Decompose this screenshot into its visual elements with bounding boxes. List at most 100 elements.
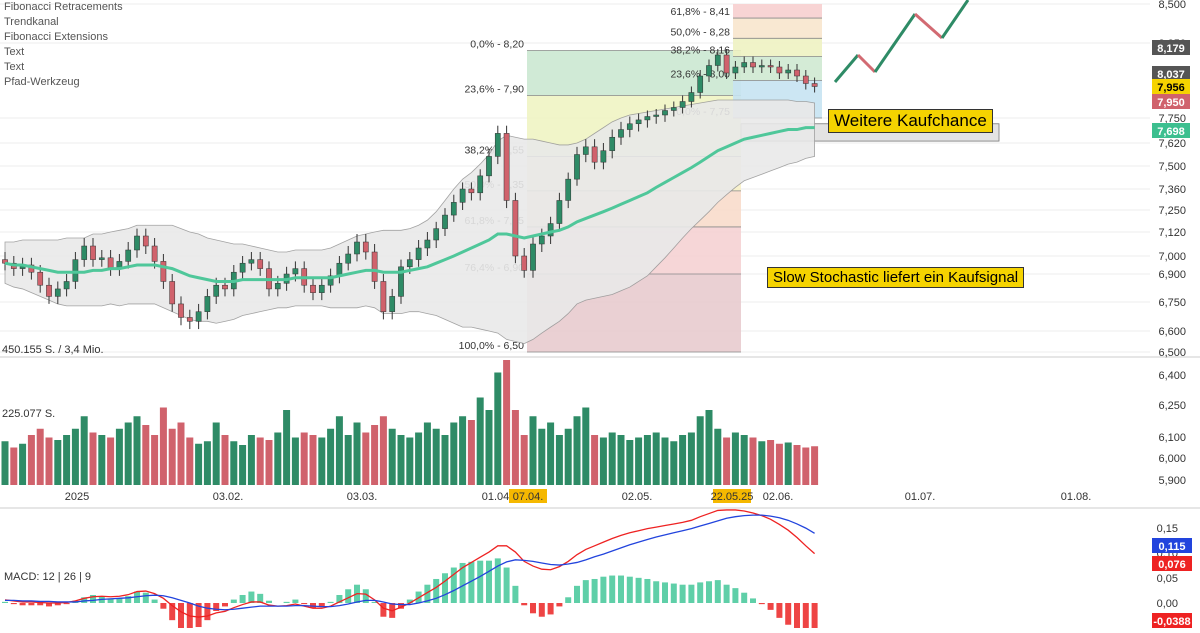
annotation-kaufchance[interactable]: Weitere Kaufchance <box>828 109 993 133</box>
macd-tick-label: 0,15 <box>1157 523 1178 535</box>
volume-bar <box>274 433 281 486</box>
macd-histogram-bar <box>609 576 615 603</box>
candle-body <box>55 289 60 296</box>
volume-bar <box>327 429 334 485</box>
macd-histogram-bar <box>688 585 694 603</box>
macd-histogram-bar <box>231 600 237 603</box>
volume-bar <box>653 433 660 486</box>
volume-bar <box>345 435 352 485</box>
candle-body <box>82 246 87 260</box>
macd-histogram-bar <box>380 603 386 617</box>
macd-histogram-bar <box>706 581 712 603</box>
macd-histogram-bar <box>539 603 545 617</box>
volume-bar <box>301 433 308 486</box>
macd-histogram-bar <box>152 600 158 603</box>
macd-histogram-bar <box>680 585 686 603</box>
macd-histogram-bar <box>759 603 765 604</box>
candle-body <box>777 67 782 73</box>
tool-item[interactable]: Fibonacci Extensions <box>4 30 123 45</box>
macd-histogram-bar <box>653 581 659 603</box>
volume-bar <box>257 438 264 486</box>
volume-bar <box>213 423 220 486</box>
macd-histogram-bar <box>776 603 782 618</box>
candle-body <box>610 137 615 150</box>
macd-tag-label: -0,0388 <box>1153 616 1190 628</box>
candle-body <box>680 102 685 108</box>
macd-label: MACD: 12 | 26 | 9 <box>4 571 91 583</box>
macd-histogram-bar <box>143 593 149 603</box>
tool-item[interactable]: Trendkanal <box>4 15 123 30</box>
candle-body <box>460 189 465 202</box>
candle-body <box>187 317 192 321</box>
volume-bar <box>450 423 457 486</box>
volume-bar <box>283 410 290 485</box>
macd-histogram-bar <box>284 602 290 603</box>
volume-bar <box>389 429 396 485</box>
x-axis-label: 07.04. <box>513 491 544 503</box>
macd-tag-label: 0,115 <box>1159 541 1186 553</box>
macd-histogram-bar <box>583 580 589 603</box>
fib-extension-zone <box>733 4 822 18</box>
volume-bar <box>741 435 748 485</box>
volume-bar <box>556 435 563 485</box>
volume-bar <box>46 438 53 486</box>
volume-tick-label: 6,100 <box>1158 432 1186 444</box>
candle-body <box>258 260 263 269</box>
annotation-stochastic[interactable]: Slow Stochastic liefert ein Kaufsignal <box>767 267 1024 288</box>
tool-item[interactable]: Pfad-Werkzeug <box>4 75 123 90</box>
volume-bar <box>591 435 598 485</box>
volume-bar <box>697 416 704 485</box>
candle-body <box>654 115 659 117</box>
x-axis-label: 01.07. <box>905 491 936 503</box>
macd-histogram-bar <box>204 603 210 620</box>
candle-body <box>495 133 500 156</box>
candle-body <box>513 200 518 256</box>
macd-histogram-bar <box>785 603 791 625</box>
price-tag-label: 7,956 <box>1157 82 1185 94</box>
volume-bar <box>547 423 554 486</box>
candle-body <box>381 281 386 311</box>
x-axis-label: 02.06. <box>763 491 794 503</box>
volume-bar <box>688 433 695 486</box>
candle-body <box>733 67 738 73</box>
candle-body <box>750 63 755 68</box>
volume-bar <box>794 445 801 485</box>
macd-histogram-bar <box>240 595 246 603</box>
tool-item[interactable]: Fibonacci Retracements <box>4 0 123 15</box>
price-tag-label: 7,950 <box>1157 97 1185 109</box>
candle-body <box>715 55 720 66</box>
volume-bar <box>424 423 431 486</box>
candle-body <box>504 133 509 200</box>
candle-body <box>354 242 359 254</box>
price-tick-label: 6,500 <box>1158 347 1186 359</box>
volume-bar <box>292 438 299 486</box>
volume-bar <box>116 429 123 485</box>
x-axis-label: 03.02. <box>213 491 244 503</box>
volume-total-label: 450.155 S. / 3,4 Mio. <box>2 344 104 356</box>
candle-body <box>662 111 667 116</box>
macd-histogram-bar <box>20 603 26 605</box>
volume-bar <box>160 408 167 486</box>
volume-bar <box>266 440 273 485</box>
volume-bar <box>679 435 686 485</box>
macd-histogram-bar <box>222 603 228 606</box>
candle-body <box>363 242 368 252</box>
macd-histogram-bar <box>178 603 184 628</box>
macd-histogram-bar <box>671 584 677 603</box>
volume-bar <box>477 398 484 486</box>
candle-body <box>434 229 439 240</box>
macd-histogram-bar <box>477 561 483 603</box>
volume-tick-label: 6,000 <box>1158 453 1186 465</box>
volume-bar <box>662 438 669 486</box>
macd-histogram-bar <box>741 593 747 603</box>
tool-item[interactable]: Text <box>4 60 123 75</box>
macd-histogram-bar <box>292 600 298 603</box>
tool-item[interactable]: Text <box>4 45 123 60</box>
macd-histogram-bar <box>600 577 606 603</box>
candle-body <box>249 260 254 264</box>
volume-bar <box>723 438 730 486</box>
macd-histogram-bar <box>715 580 721 603</box>
candle-body <box>671 108 676 111</box>
candle-body <box>627 124 632 130</box>
